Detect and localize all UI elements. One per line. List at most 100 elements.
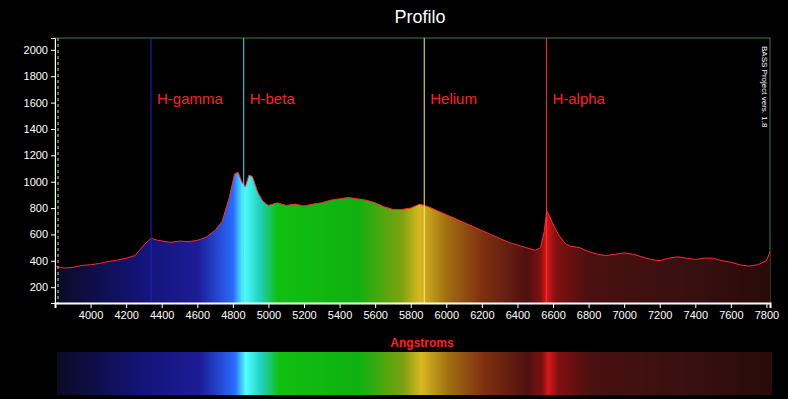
x-tick: 4800 <box>221 303 245 321</box>
x-tick-label: 6800 <box>577 309 601 321</box>
x-tick-label: 6600 <box>541 309 565 321</box>
x-tick: 5800 <box>399 303 423 321</box>
x-tick-mark <box>162 303 163 308</box>
x-tick-label: 5600 <box>363 309 387 321</box>
y-tick: 1800 <box>24 70 55 82</box>
annotation-label: H-gamma <box>157 90 224 107</box>
x-tick: 7400 <box>684 303 708 321</box>
x-tick-mark <box>126 303 127 308</box>
x-tick-mark <box>446 303 447 308</box>
x-tick-mark <box>233 303 234 308</box>
x-tick-mark <box>624 303 625 308</box>
x-tick: 6800 <box>577 303 601 321</box>
reference-line <box>546 38 547 303</box>
x-tick-label: 7200 <box>648 309 672 321</box>
x-tick-mark <box>731 303 732 308</box>
x-tick-mark <box>482 303 483 308</box>
y-tick-label: 1200 <box>24 149 48 161</box>
y-tick-label: 600 <box>30 228 48 240</box>
x-axis-title: Angstroms <box>390 336 454 350</box>
y-tick-label: 1400 <box>24 123 48 135</box>
y-tick-mark <box>51 50 55 51</box>
x-tick: 7600 <box>719 303 743 321</box>
x-tick-mark <box>553 303 554 308</box>
x-tick-mark <box>375 303 376 308</box>
spectrum-area <box>55 172 770 303</box>
y-tick-mark <box>51 76 55 77</box>
x-tick-label: 6400 <box>506 309 530 321</box>
y-tick: 1200 <box>24 149 55 161</box>
x-tick-label: 7400 <box>684 309 708 321</box>
spectrum-line <box>55 172 770 268</box>
y-tick-label: 1600 <box>24 97 48 109</box>
x-tick-label: 5400 <box>328 309 352 321</box>
x-tick-label: 7000 <box>612 309 636 321</box>
y-tick-label: 800 <box>30 202 48 214</box>
x-tick: 5600 <box>363 303 387 321</box>
x-tick: 6000 <box>435 303 459 321</box>
y-tick-label: 2000 <box>24 44 48 56</box>
x-tick: 4400 <box>150 303 174 321</box>
annotation-label: H-alpha <box>552 90 605 107</box>
y-tick: 1600 <box>24 97 55 109</box>
x-tick-mark <box>304 303 305 308</box>
x-tick: 6200 <box>470 303 494 321</box>
x-tick: 4000 <box>79 303 103 321</box>
y-tick: 1000 <box>24 176 55 188</box>
y-tick-mark <box>51 261 55 262</box>
x-tick-mark <box>660 303 661 308</box>
x-tick-label: 6200 <box>470 309 494 321</box>
x-tick-label: 5000 <box>257 309 281 321</box>
reference-line <box>243 38 244 303</box>
annotation-label: Helium <box>430 90 477 107</box>
left-marker <box>58 38 59 303</box>
credit-text: BASS Project vers. 1.8 <box>760 46 769 128</box>
x-tick-label: 5200 <box>292 309 316 321</box>
y-tick-mark <box>51 155 55 156</box>
x-tick-label: 4400 <box>150 309 174 321</box>
y-tick: 600 <box>30 228 55 240</box>
y-tick-mark <box>51 234 55 235</box>
x-tick-label: 4600 <box>186 309 210 321</box>
x-tick-mark <box>695 303 696 308</box>
y-tick-mark <box>51 287 55 288</box>
y-tick-label: 1800 <box>24 70 48 82</box>
x-axis: 4000 4200 4400 4600 4800 5000 5200 5400 5600 5800… <box>56 303 780 321</box>
x-tick-label: 7600 <box>719 309 743 321</box>
x-tick-mark <box>766 303 767 308</box>
reference-line <box>151 38 152 303</box>
x-tick-label: 4200 <box>114 309 138 321</box>
y-tick-mark <box>51 208 55 209</box>
x-tick: 5200 <box>292 303 316 321</box>
x-tick-mark <box>91 303 92 308</box>
x-tick-mark <box>589 303 590 308</box>
x-tick: 7800 <box>755 303 779 321</box>
plot-frame <box>55 38 770 303</box>
x-tick: 7000 <box>612 303 636 321</box>
x-tick-label: 6000 <box>435 309 459 321</box>
y-tick: 2000 <box>24 44 55 56</box>
y-tick-mark <box>51 129 55 130</box>
x-tick-mark <box>197 303 198 308</box>
x-tick-label: 4800 <box>221 309 245 321</box>
x-tick-mark <box>517 303 518 308</box>
reference-line <box>424 38 425 303</box>
x-tick-label: 4000 <box>79 309 103 321</box>
x-tick: 6400 <box>506 303 530 321</box>
y-tick-mark <box>51 182 55 183</box>
chart: ProfiloH-gammaH-betaHeliumH-alphaBASS Pr… <box>0 0 788 399</box>
y-tick: 400 <box>30 255 55 267</box>
x-tick: 4200 <box>114 303 138 321</box>
y-tick-label: 200 <box>30 281 48 293</box>
spectrum-strip <box>57 352 772 395</box>
y-tick: 800 <box>30 202 55 214</box>
x-tick: 5000 <box>257 303 281 321</box>
plot-area <box>55 38 770 303</box>
y-axis: 200 400 600 800 1000 1200 1400 1600 1800 2000 <box>24 39 56 304</box>
title: Profilo <box>394 7 445 27</box>
x-tick-mark <box>268 303 269 308</box>
y-tick: 200 <box>30 281 55 293</box>
x-tick-mark <box>340 303 341 308</box>
x-tick-label: 7800 <box>755 309 779 321</box>
x-tick: 7200 <box>648 303 672 321</box>
